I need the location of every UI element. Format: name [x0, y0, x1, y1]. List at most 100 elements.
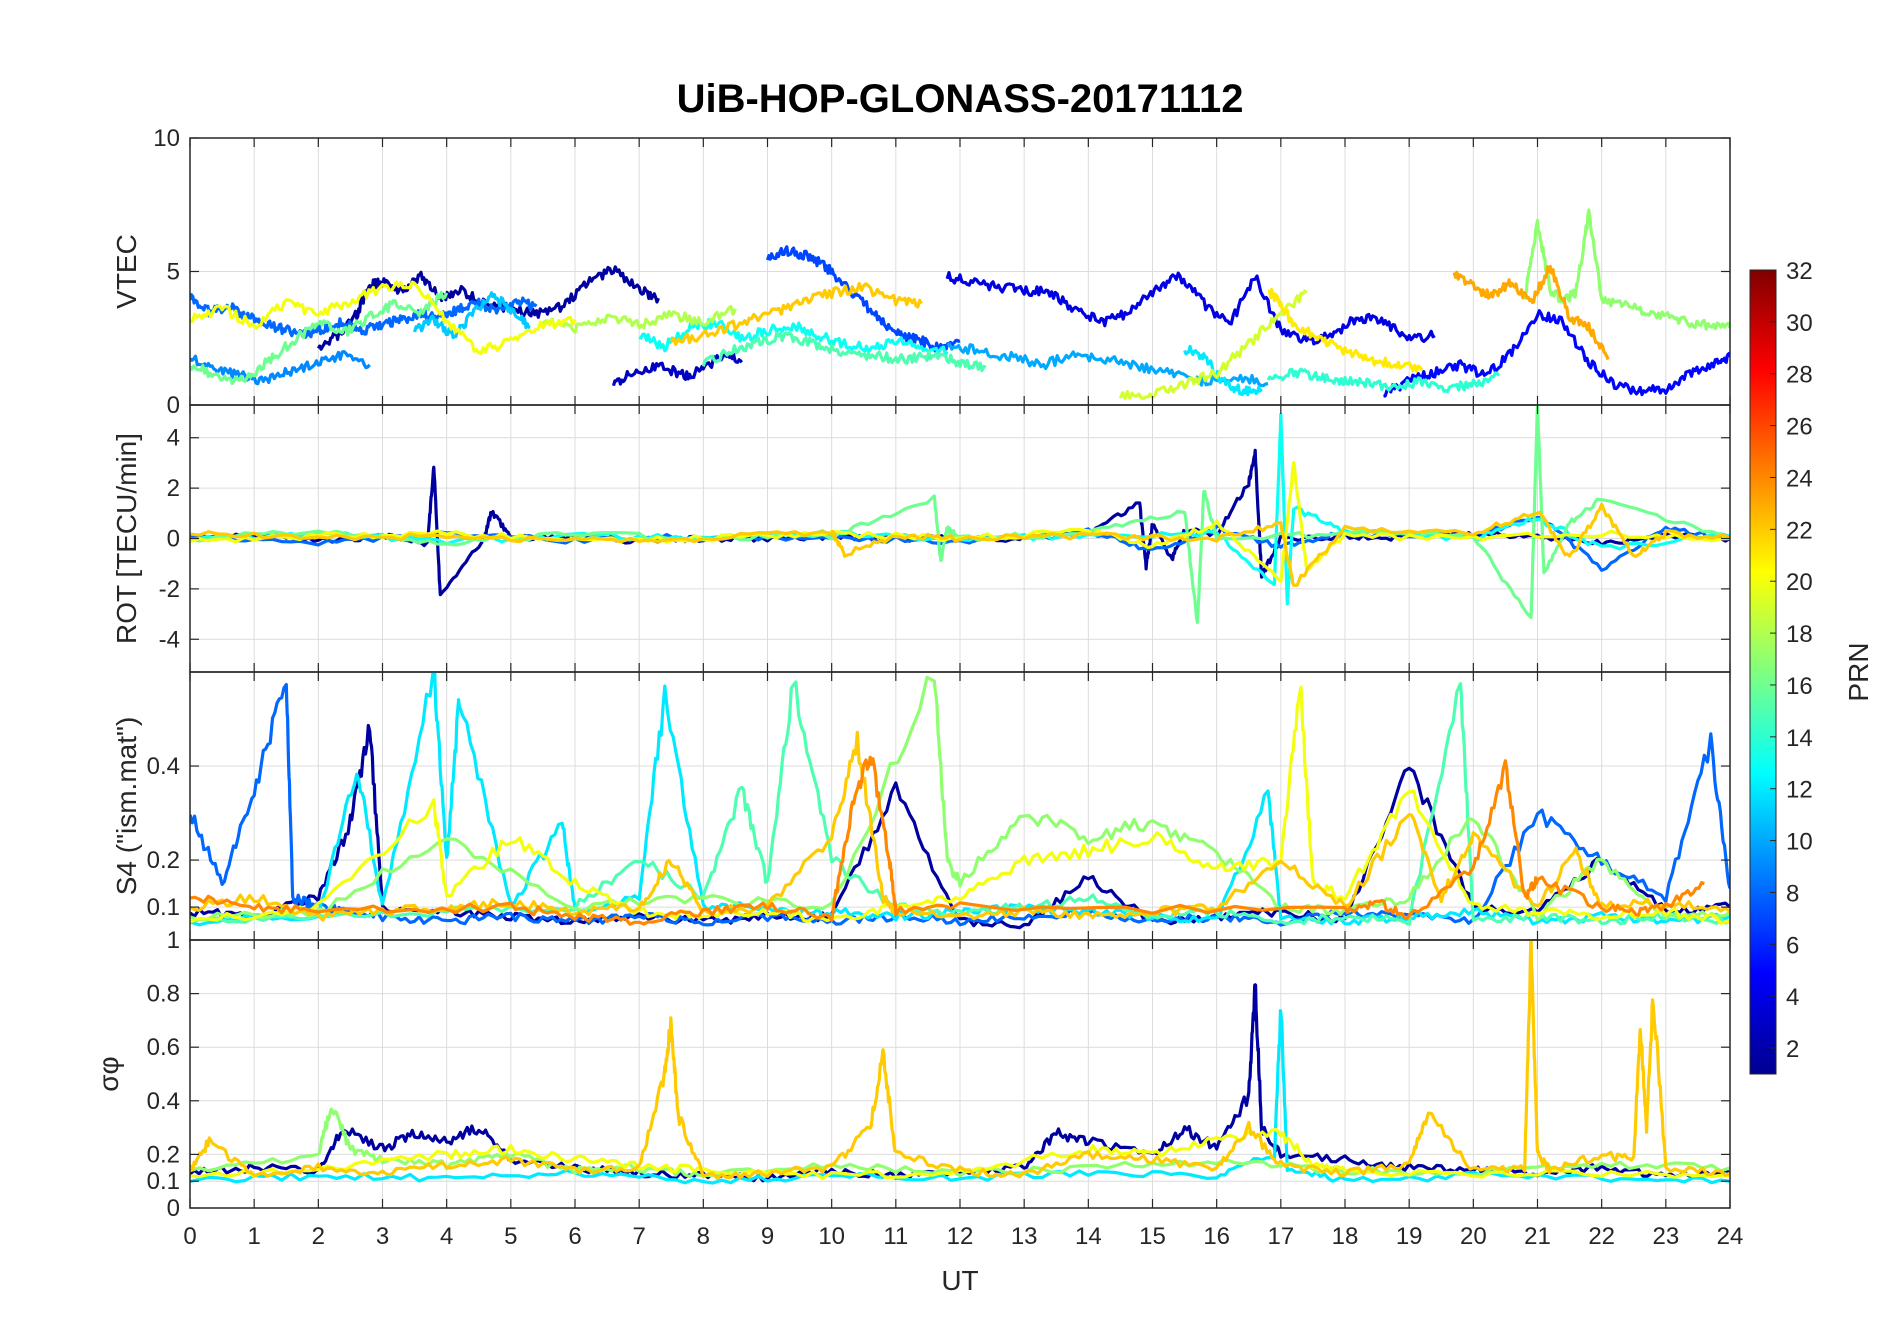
sigma_phi-y-tick-label: 0.6 — [147, 1034, 180, 1061]
vtec-series-prn-11 — [413, 291, 531, 340]
x-tick-label: 17 — [1267, 1223, 1294, 1250]
x-tick-label: 24 — [1717, 1223, 1744, 1250]
x-tick-label: 21 — [1524, 1223, 1551, 1250]
panel-rot: -4 -2 0 2 4 ROT [TECU/min] — [111, 404, 1731, 673]
rot-y-tick-label: 4 — [167, 425, 180, 452]
panel-vtec: 0 5 10 VTEC — [111, 125, 1731, 419]
x-tick-label: 12 — [947, 1223, 974, 1250]
colorbar-tick-label: 30 — [1786, 310, 1813, 337]
x-tick-label: 0 — [183, 1223, 196, 1250]
s4-y-tick-label: 0.1 — [147, 894, 180, 921]
sigma_phi-y-label: σφ — [93, 1056, 124, 1091]
colorbar-tick-label: 8 — [1786, 880, 1799, 907]
x-tick-label: 13 — [1011, 1223, 1038, 1250]
vtec-series-prn-15 — [701, 331, 987, 373]
sigma_phi-y-tick-label: 1 — [167, 927, 180, 954]
vtec-series-prn-7 — [765, 245, 961, 353]
colorbar-tick-label: 12 — [1786, 777, 1813, 804]
colorbar-tick-label: 4 — [1786, 984, 1799, 1011]
vtec-series-prn-5 — [1383, 309, 1730, 398]
sigma_phi-series-prn-22 — [190, 940, 1730, 1180]
vtec-y-tick-label: 10 — [153, 125, 180, 152]
x-tick-label: 2 — [312, 1223, 325, 1250]
vtec-series-prn-9 — [190, 350, 371, 386]
rot-series-prn-22 — [190, 502, 1730, 587]
vtec-series-prn-8 — [190, 293, 538, 339]
rot-y-tick-label: 2 — [167, 475, 180, 502]
vtec-series-prn-21 — [1267, 287, 1424, 373]
x-tick-label: 9 — [761, 1223, 774, 1250]
s4-series-prn-2 — [190, 723, 1730, 930]
x-tick-label: 3 — [376, 1223, 389, 1250]
vtec-y-tick-label: 5 — [167, 259, 180, 286]
colorbar-tick-label: 18 — [1786, 621, 1813, 648]
x-tick-label: 18 — [1332, 1223, 1359, 1250]
x-tick-label: 20 — [1460, 1223, 1487, 1250]
x-tick-label: 23 — [1652, 1223, 1679, 1250]
vtec-series-prn-14 — [1266, 367, 1501, 394]
colorbar-tick-label: 10 — [1786, 829, 1813, 856]
x-tick-label: 15 — [1139, 1223, 1166, 1250]
x-tick-label: 14 — [1075, 1223, 1102, 1250]
x-tick-label: 4 — [440, 1223, 453, 1250]
vtec-series-prn-20 — [190, 280, 577, 355]
colorbar-gradient — [1749, 269, 1777, 1075]
colorbar-tick-label: 6 — [1786, 932, 1799, 959]
colorbar-tick-label: 32 — [1786, 258, 1813, 285]
vtec-series-prn-10 — [946, 342, 1269, 388]
x-tick-label: 5 — [504, 1223, 517, 1250]
colorbar-tick-label: 20 — [1786, 569, 1813, 596]
vtec-series-group — [190, 208, 1730, 401]
colorbar-tick-label: 22 — [1786, 517, 1813, 544]
colorbar-tick-label: 26 — [1786, 414, 1813, 441]
x-axis-label: UT — [941, 1265, 978, 1296]
rot-y-label: ROT [TECU/min] — [111, 433, 142, 644]
colorbar-tick-label: 24 — [1786, 465, 1813, 492]
vtec-y-label: VTEC — [111, 234, 142, 309]
s4-series-group — [190, 672, 1730, 930]
colorbar-tick-label: 28 — [1786, 362, 1813, 389]
sigma_phi-y-tick-label: 0.1 — [147, 1168, 180, 1195]
x-tick-label: 19 — [1396, 1223, 1423, 1250]
s4-y-tick-label: 0.2 — [147, 847, 180, 874]
x-tick-label: 8 — [697, 1223, 710, 1250]
chart-title: UiB-HOP-GLONASS-20171112 — [677, 77, 1244, 121]
x-tick-label: 1 — [247, 1223, 260, 1250]
vtec-series-prn-18 — [541, 304, 737, 334]
s4-series-prn-20 — [190, 685, 1730, 925]
sigma_phi-series-prn-20 — [190, 1127, 1730, 1181]
x-tick-label: 22 — [1588, 1223, 1615, 1250]
colorbar-label: PRN — [1843, 642, 1874, 701]
rot-y-tick-label: -4 — [159, 626, 180, 653]
colorbar-tick-label: 14 — [1786, 725, 1813, 752]
colorbar-tick-label: 2 — [1786, 1036, 1799, 1063]
x-tick-label: 11 — [883, 1223, 908, 1250]
rot-y-tick-label: -2 — [159, 576, 180, 603]
s4-y-tick-label: 0.4 — [147, 753, 180, 780]
sigma_phi-series-group — [190, 940, 1730, 1185]
vtec-series-prn-22 — [669, 282, 923, 346]
s4-series-prn-24 — [190, 755, 1705, 926]
rot-y-tick-label: 0 — [167, 526, 180, 553]
x-tick-label: 6 — [568, 1223, 581, 1250]
vtec-series-prn-16 — [190, 290, 449, 385]
vtec-y-tick-label: 0 — [167, 392, 180, 419]
sigma_phi-y-tick-label: 0.4 — [147, 1088, 180, 1115]
x-tick-label: 7 — [632, 1223, 645, 1250]
vtec-series-prn-3 — [611, 352, 744, 387]
sigma_phi-y-tick-label: 0 — [167, 1195, 180, 1222]
sigma_phi-y-tick-label: 0.2 — [147, 1141, 180, 1168]
vtec-series-prn-19 — [1118, 289, 1308, 401]
vtec-series-prn-12 — [1183, 344, 1263, 397]
x-tick-label: 10 — [818, 1223, 845, 1250]
vtec-series-prn-23 — [1452, 264, 1610, 361]
x-tick-label: 16 — [1203, 1223, 1230, 1250]
x-axis: 0 1 2 3 4 5 6 7 8 9 10 11 12 13 14 15 16 17 18 19 20 21 22 23 24 — [183, 1223, 1743, 1250]
vtec-series-prn-4 — [945, 271, 1436, 346]
panel-s4: 0.1 0.2 0.4S4 ("ism.mat") — [111, 671, 1731, 941]
sigma_phi-y-tick-label: 0.8 — [147, 981, 180, 1008]
vtec-series-prn-17 — [1523, 208, 1730, 331]
